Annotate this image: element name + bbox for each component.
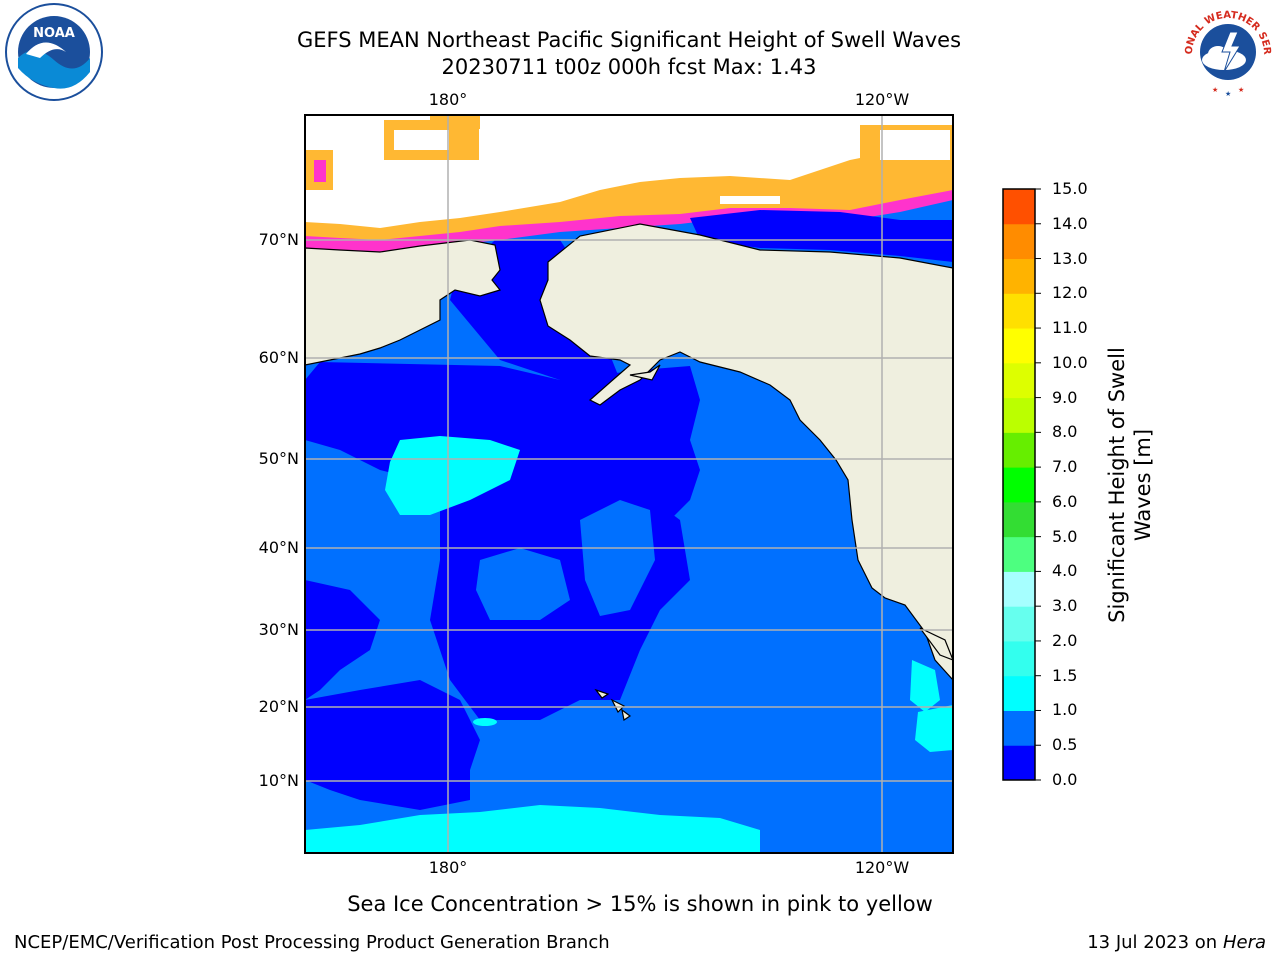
noaa-logo-text: NOAA [33,26,75,41]
colorbar-tick-label: 0.0 [1052,770,1078,789]
colorbar-label-line1: Significant Height of Swell [1105,347,1129,623]
swell-patch-east-2 [915,705,953,752]
colorbar-tick-label: 10.0 [1052,352,1088,372]
colorbar-segment [1003,606,1035,642]
svg-text:★: ★ [1212,86,1218,94]
lat-label-60n: 60°N [258,348,299,367]
sea-ice-caption: Sea Ice Concentration > 15% is shown in … [347,892,933,916]
gridlines [305,115,953,853]
colorbar-tick-label: 13.0 [1052,248,1088,268]
swell-patch-south [305,805,760,853]
colorbar-segment [1003,501,1035,538]
lon-label-top-120w: 120°W [854,90,910,109]
nws-logo: NATIONAL WEATHER SERVICE ★ ★ ★ [1178,2,1276,100]
colorbar-tick-label: 3.0 [1052,596,1078,616]
colorbar-segment [1003,362,1035,399]
colorbar-tick-label: 1.5 [1052,665,1078,685]
lon-label-bottom-180: 180° [428,858,468,877]
lat-label-10n: 10°N [258,771,299,790]
lat-label-40n: 40°N [258,538,299,557]
colorbar-segment [1003,710,1035,746]
svg-text:★: ★ [1225,90,1231,98]
chart-subtitle: 20230711 t00z 000h fcst Max: 1.43 [441,55,817,79]
colorbar-label: Significant Height of Swell Waves [m] [1104,285,1156,685]
colorbar-segment [1003,189,1035,225]
colorbar-tick-label: 14.0 [1052,213,1088,233]
colorbar-tick-label: 12.0 [1052,283,1088,303]
swell-patch-north [385,436,520,515]
ice-edge-band [305,140,953,246]
lat-label-30n: 30°N [258,620,299,639]
colorbar-segment [1003,571,1035,607]
footer-date-text: 13 Jul 2023 on [1087,932,1223,953]
colorbar-tick-label: 0.5 [1052,735,1078,755]
colorbar-tick-label: 1.0 [1052,700,1078,720]
arctic-coastal-low [690,210,953,262]
colorbar-segment [1003,467,1035,503]
colorbar-tick-label: 11.0 [1052,318,1088,338]
lat-label-20n: 20°N [258,697,299,716]
colorbar-segment [1003,675,1035,711]
land [305,223,953,721]
colorbar-segment [1003,258,1035,294]
noaa-logo: NOAA [5,3,103,101]
southwest-pacific-low [305,680,480,810]
colorbar-segment [1003,432,1035,468]
lon-label-top-180: 180° [428,90,468,109]
colorbar-tick-label: 9.0 [1052,387,1078,407]
colorbar-frame [1002,188,1036,781]
colorbar-label-line2: Waves [m] [1131,428,1155,542]
colorbar-tick-label: 6.0 [1052,491,1078,511]
colorbar-segment [1003,328,1035,364]
swell-patch-east [910,660,940,712]
map-frame [304,114,954,854]
colorbar-tick-label: 2.0 [1052,630,1078,650]
svg-text:★: ★ [1238,86,1244,94]
colorbar-tick-label: 15.0 [1052,179,1088,198]
colorbar-tick-label: 5.0 [1052,526,1078,546]
colorbar-segment [1003,640,1035,677]
lat-label-70n: 70°N [258,230,299,249]
colorbar-segment [1003,536,1035,572]
footer-credit: NCEP/EMC/Verification Post Processing Pr… [14,932,610,953]
colorbar-tick-label: 4.0 [1052,561,1078,581]
colorbar-segment [1003,293,1035,329]
west-pacific-low [305,580,380,700]
central-pacific-mid [476,548,570,620]
colorbar [1003,188,1041,781]
chart-title: GEFS MEAN Northeast Pacific Significant … [296,28,962,52]
colorbar-tick-label: 8.0 [1052,422,1078,442]
colorbar-tick-label: 7.0 [1052,457,1078,477]
colorbar-segment [1003,223,1035,260]
lon-label-bottom-120w: 120°W [854,858,910,877]
colorbar-segment [1003,745,1035,781]
ice-edge-pink [305,190,953,252]
footer-host: Hera [1222,932,1266,953]
footer-date: 13 Jul 2023 on Hera [1087,932,1266,954]
lat-label-50n: 50°N [258,449,299,468]
colorbar-segment [1003,397,1035,433]
central-pacific-mid-2 [580,500,655,616]
